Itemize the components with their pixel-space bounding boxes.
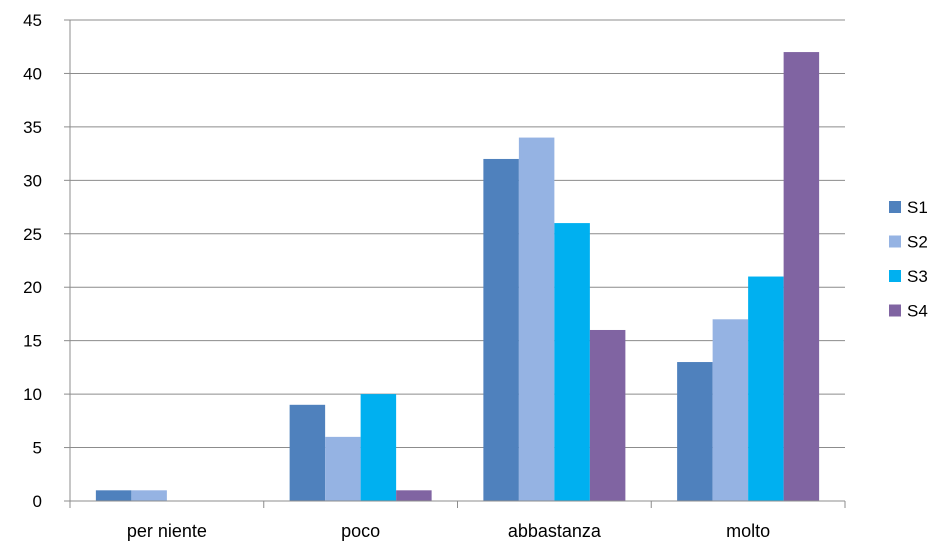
bar-s1-poco (289, 404, 326, 501)
y-tick-label: 40 (23, 64, 42, 83)
bar-s2-abbastanza (518, 137, 555, 502)
legend: S1 S2 S3 S4 (889, 198, 928, 321)
y-tick-label: 20 (23, 278, 42, 297)
bars (95, 52, 820, 502)
legend-swatch-s4 (889, 304, 901, 317)
x-category-label: per niente (127, 521, 207, 541)
y-tick-labels: 0 5 10 15 20 25 30 35 40 45 (23, 11, 42, 511)
legend-swatch-s1 (889, 201, 901, 213)
x-category-label: poco (341, 521, 380, 541)
y-tick-label: 0 (33, 492, 42, 511)
y-tick-label: 30 (23, 171, 42, 190)
legend-label-s3: S3 (907, 267, 928, 286)
x-category-label: molto (726, 521, 770, 541)
legend-swatch-s3 (889, 270, 901, 282)
legend-swatch-s2 (889, 235, 901, 248)
bar-s3-molto (748, 276, 784, 501)
y-tick-label: 10 (23, 385, 42, 404)
legend-label-s2: S2 (907, 233, 928, 252)
y-tick-label: 15 (23, 332, 42, 351)
legend-label-s1: S1 (907, 198, 928, 217)
bar-s1-molto (677, 362, 713, 501)
bar-s2-poco (325, 436, 361, 501)
y-tick-label: 35 (23, 118, 42, 137)
y-tick-label: 25 (23, 225, 42, 244)
bar-s1-per-niente (95, 490, 132, 501)
legend-label-s4: S4 (907, 302, 928, 321)
bar-s4-poco (396, 490, 432, 501)
x-category-label: abbastanza (508, 521, 602, 541)
gridlines (70, 19, 845, 449)
bar-s4-molto (783, 52, 820, 502)
bar-s2-molto (712, 319, 749, 501)
bar-s1-abbastanza (483, 158, 519, 501)
y-tick-label: 45 (23, 11, 42, 30)
x-category-labels: per niente poco abbastanza molto (127, 521, 770, 541)
bar-s3-poco (360, 394, 397, 501)
y-tick-label: 5 (33, 439, 42, 458)
axes (64, 19, 846, 508)
bar-s3-abbastanza (554, 223, 590, 502)
bar-s4-abbastanza (589, 329, 626, 501)
bar-s2-per-niente (131, 490, 167, 501)
